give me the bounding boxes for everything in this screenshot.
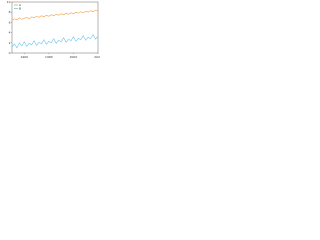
plot-frame <box>11 1 99 54</box>
y-tick-label: 2 <box>9 41 11 45</box>
x-tick-label: 2000 <box>70 55 78 59</box>
page: {"chart_data":{"type":"line","xlim":[195… <box>0 0 102 62</box>
y-tick-label: 8 <box>9 10 11 14</box>
y-tick-label: 4 <box>9 31 11 35</box>
x-tick-label: 2020 <box>94 55 100 59</box>
line-series <box>11 34 99 49</box>
chart: 0 2 4 6 8 10 1960 1980 2000 2020 AB <box>7 0 102 59</box>
x-tick-label: 1960 <box>20 55 28 59</box>
y-tick-label: 0 <box>9 51 11 55</box>
y-tick-label: 10 <box>7 0 11 4</box>
y-tick-label: 6 <box>9 20 11 24</box>
line-series <box>11 9 99 21</box>
legend-label: B <box>19 7 21 11</box>
legend-label: A <box>19 3 22 7</box>
x-tick-label: 1980 <box>45 55 53 59</box>
